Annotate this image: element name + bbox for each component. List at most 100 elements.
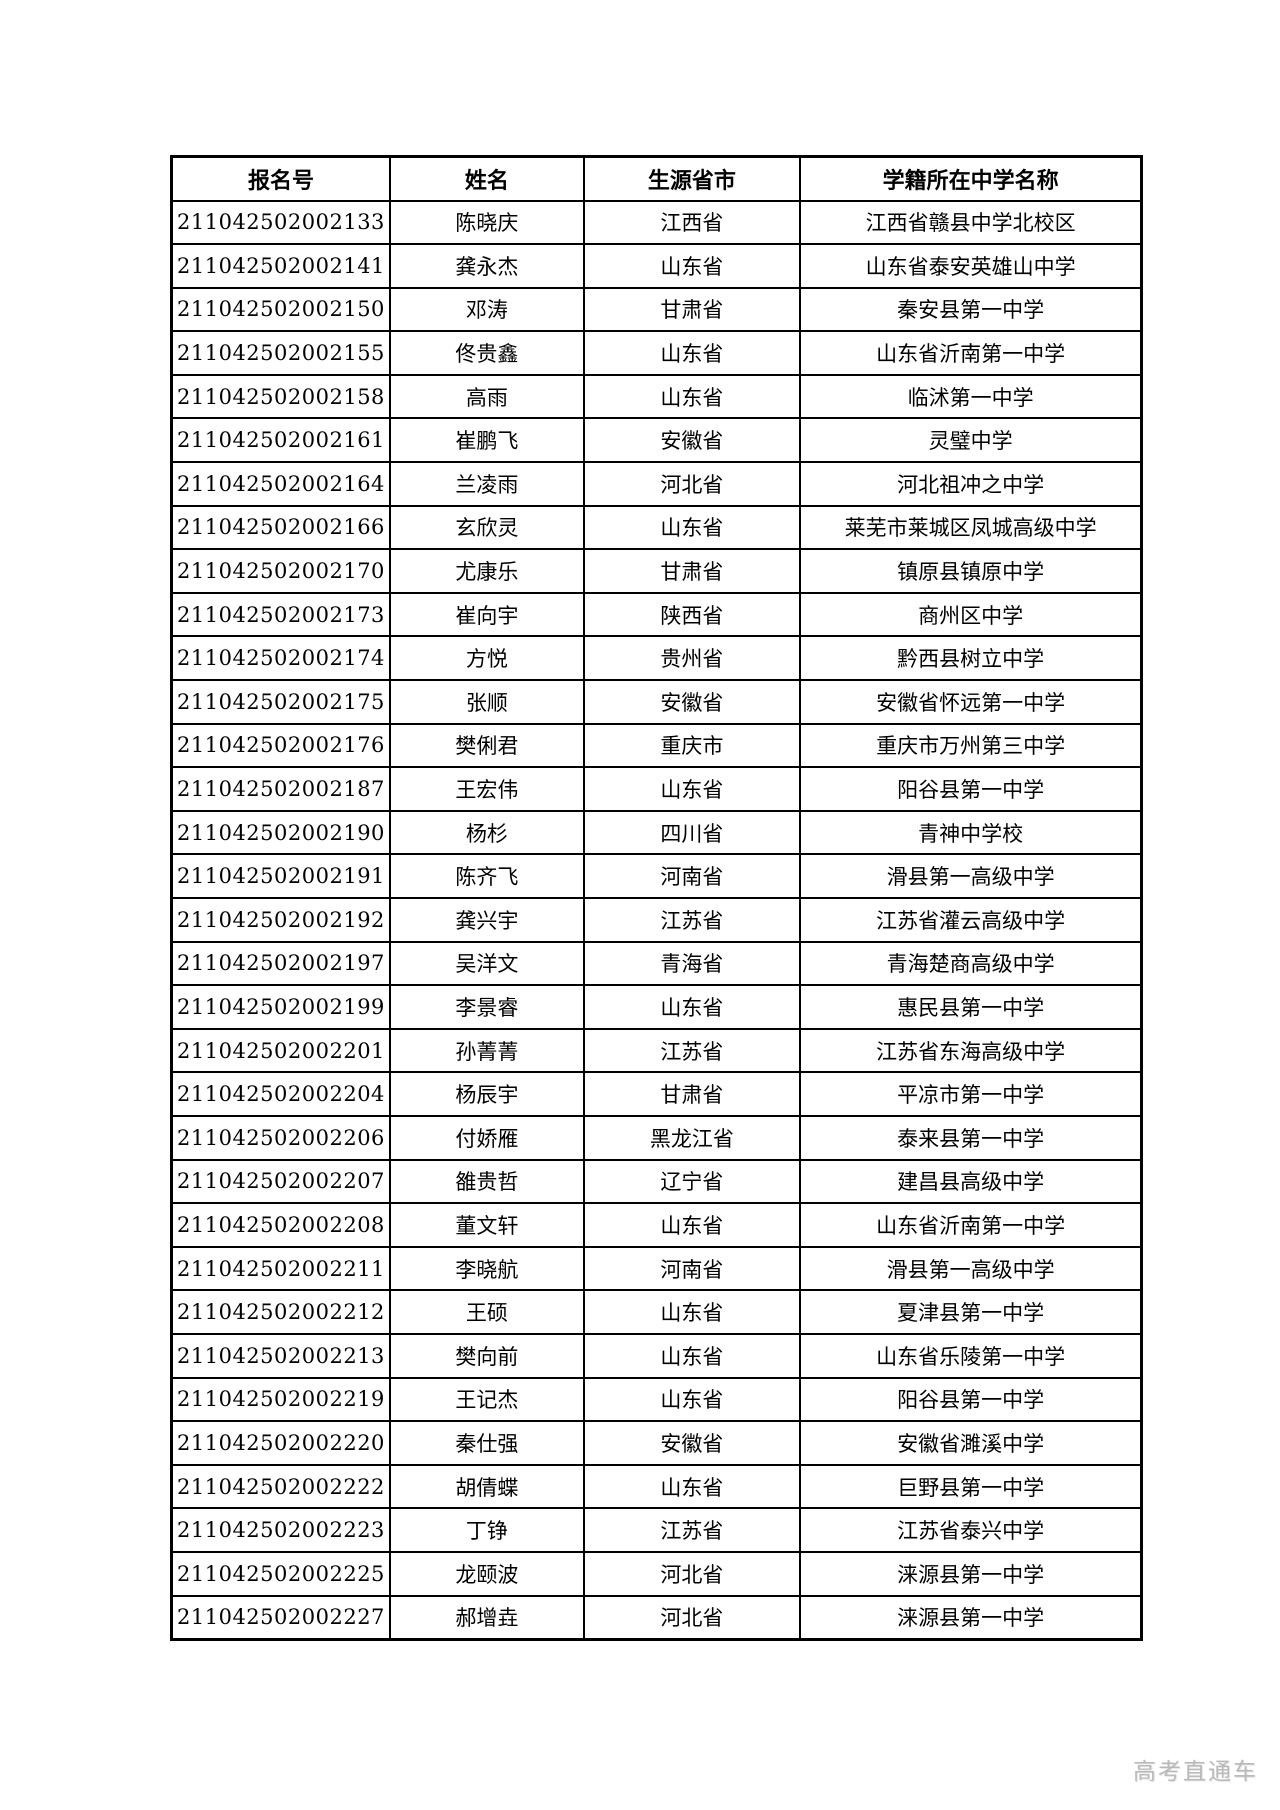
table-row: 211042502002204 杨辰宇 甘肃省 平凉市第一中学	[170, 1071, 1143, 1117]
cell-name: 方悦	[388, 635, 585, 682]
cell-name: 崔鹏飞	[388, 417, 585, 464]
cell-school: 安徽省怀远第一中学	[798, 679, 1143, 725]
table-row: 211042502002220 秦仕强 安徽省 安徽省濉溪中学	[170, 1420, 1143, 1466]
cell-province: 江西省	[582, 199, 801, 246]
cell-name: 龙颐波	[388, 1550, 585, 1597]
table-row: 211042502002206 付娇雁 黑龙江省 泰来县第一中学	[170, 1114, 1143, 1161]
table-row: 211042502002150 邓涛 甘肃省 秦安县第一中学	[170, 286, 1143, 333]
table-row: 211042502002191 陈齐飞 河南省 滑县第一高级中学	[170, 853, 1143, 899]
cell-name: 龚永杰	[388, 243, 585, 289]
cell-school: 商州区中学	[798, 591, 1143, 638]
cell-school: 建昌县高级中学	[798, 1158, 1143, 1205]
cell-school: 巨野县第一中学	[798, 1463, 1143, 1510]
table-row: 211042502002141 龚永杰 山东省 山东省泰安英雄山中学	[170, 243, 1143, 289]
cell-province: 江苏省	[582, 1507, 801, 1553]
cell-school: 秦安县第一中学	[798, 286, 1143, 333]
cell-school: 江苏省东海高级中学	[798, 1027, 1143, 1074]
cell-registration-number: 211042502002161	[170, 417, 391, 464]
cell-registration-number: 211042502002176	[170, 722, 391, 769]
cell-school: 临沭第一中学	[798, 373, 1143, 420]
cell-province: 山东省	[582, 243, 801, 289]
cell-school: 山东省泰安英雄山中学	[798, 243, 1143, 289]
cell-name: 秦仕强	[388, 1420, 585, 1466]
header-name: 姓名	[388, 155, 585, 202]
cell-name: 吴洋文	[388, 940, 585, 987]
cell-province: 辽宁省	[582, 1158, 801, 1205]
student-roster-table: 报名号 姓名 生源省市 学籍所在中学名称 211042502002133 陈晓庆…	[170, 155, 1144, 1641]
cell-school: 夏津县第一中学	[798, 1289, 1143, 1335]
watermark-gaokao-zhitongche: 高考直通车	[1133, 1758, 1258, 1784]
cell-name: 张顺	[388, 679, 585, 725]
cell-name: 陈晓庆	[388, 199, 585, 246]
cell-school: 惠民县第一中学	[798, 984, 1143, 1030]
cell-school: 江苏省泰兴中学	[798, 1507, 1143, 1553]
cell-registration-number: 211042502002222	[170, 1463, 391, 1510]
cell-school: 阳谷县第一中学	[798, 766, 1143, 812]
cell-school: 重庆市万州第三中学	[798, 722, 1143, 769]
cell-registration-number: 211042502002187	[170, 766, 391, 812]
cell-name: 郝增垚	[388, 1594, 585, 1641]
header-row: 报名号 姓名 生源省市 学籍所在中学名称	[170, 155, 1143, 202]
cell-registration-number: 211042502002174	[170, 635, 391, 682]
cell-registration-number: 211042502002223	[170, 1507, 391, 1553]
cell-province: 山东省	[582, 1202, 801, 1248]
cell-school: 山东省沂南第一中学	[798, 1202, 1143, 1248]
cell-province: 安徽省	[582, 417, 801, 464]
cell-province: 河南省	[582, 1245, 801, 1292]
cell-school: 江西省赣县中学北校区	[798, 199, 1143, 246]
table-body: 211042502002133 陈晓庆 江西省 江西省赣县中学北校区 21104…	[170, 199, 1143, 1641]
cell-province: 河北省	[582, 1550, 801, 1597]
cell-province: 甘肃省	[582, 286, 801, 333]
table-row: 211042502002219 王记杰 山东省 阳谷县第一中学	[170, 1376, 1143, 1423]
table-row: 211042502002170 尤康乐 甘肃省 镇原县镇原中学	[170, 548, 1143, 594]
table-row: 211042502002227 郝增垚 河北省 涞源县第一中学	[170, 1594, 1143, 1641]
cell-name: 陈齐飞	[388, 853, 585, 899]
cell-province: 四川省	[582, 809, 801, 856]
table-row: 211042502002176 樊俐君 重庆市 重庆市万州第三中学	[170, 722, 1143, 769]
cell-name: 龚兴宇	[388, 897, 585, 943]
table-row: 211042502002211 李晓航 河南省 滑县第一高级中学	[170, 1245, 1143, 1292]
cell-school: 阳谷县第一中学	[798, 1376, 1143, 1423]
cell-name: 董文轩	[388, 1202, 585, 1248]
cell-name: 兰凌雨	[388, 461, 585, 507]
cell-province: 安徽省	[582, 1420, 801, 1466]
cell-school: 山东省乐陵第一中学	[798, 1332, 1143, 1379]
cell-school: 河北祖冲之中学	[798, 461, 1143, 507]
table-row: 211042502002158 高雨 山东省 临沭第一中学	[170, 373, 1143, 420]
cell-registration-number: 211042502002212	[170, 1289, 391, 1335]
cell-registration-number: 211042502002206	[170, 1114, 391, 1161]
table-row: 211042502002225 龙颐波 河北省 涞源县第一中学	[170, 1550, 1143, 1597]
cell-province: 安徽省	[582, 679, 801, 725]
cell-registration-number: 211042502002170	[170, 548, 391, 594]
cell-school: 莱芜市莱城区凤城高级中学	[798, 504, 1143, 551]
cell-registration-number: 211042502002150	[170, 286, 391, 333]
cell-name: 雒贵哲	[388, 1158, 585, 1205]
cell-province: 江苏省	[582, 1027, 801, 1074]
cell-school: 涞源县第一中学	[798, 1550, 1143, 1597]
cell-registration-number: 211042502002204	[170, 1071, 391, 1117]
cell-name: 李景睿	[388, 984, 585, 1030]
cell-registration-number: 211042502002211	[170, 1245, 391, 1292]
cell-province: 江苏省	[582, 897, 801, 943]
cell-registration-number: 211042502002220	[170, 1420, 391, 1466]
table-row: 211042502002161 崔鹏飞 安徽省 灵璧中学	[170, 417, 1143, 464]
table-row: 211042502002175 张顺 安徽省 安徽省怀远第一中学	[170, 679, 1143, 725]
cell-province: 山东省	[582, 984, 801, 1030]
cell-name: 杨杉	[388, 809, 585, 856]
cell-registration-number: 211042502002219	[170, 1376, 391, 1423]
table-row: 211042502002173 崔向宇 陕西省 商州区中学	[170, 591, 1143, 638]
cell-province: 陕西省	[582, 591, 801, 638]
cell-school: 滑县第一高级中学	[798, 853, 1143, 899]
table-row: 211042502002199 李景睿 山东省 惠民县第一中学	[170, 984, 1143, 1030]
cell-registration-number: 211042502002141	[170, 243, 391, 289]
cell-school: 青神中学校	[798, 809, 1143, 856]
cell-registration-number: 211042502002207	[170, 1158, 391, 1205]
cell-registration-number: 211042502002213	[170, 1332, 391, 1379]
table-row: 211042502002133 陈晓庆 江西省 江西省赣县中学北校区	[170, 199, 1143, 246]
table-row: 211042502002190 杨杉 四川省 青神中学校	[170, 809, 1143, 856]
table-row: 211042502002207 雒贵哲 辽宁省 建昌县高级中学	[170, 1158, 1143, 1205]
cell-registration-number: 211042502002199	[170, 984, 391, 1030]
table-row: 211042502002187 王宏伟 山东省 阳谷县第一中学	[170, 766, 1143, 812]
cell-registration-number: 211042502002225	[170, 1550, 391, 1597]
cell-school: 灵璧中学	[798, 417, 1143, 464]
